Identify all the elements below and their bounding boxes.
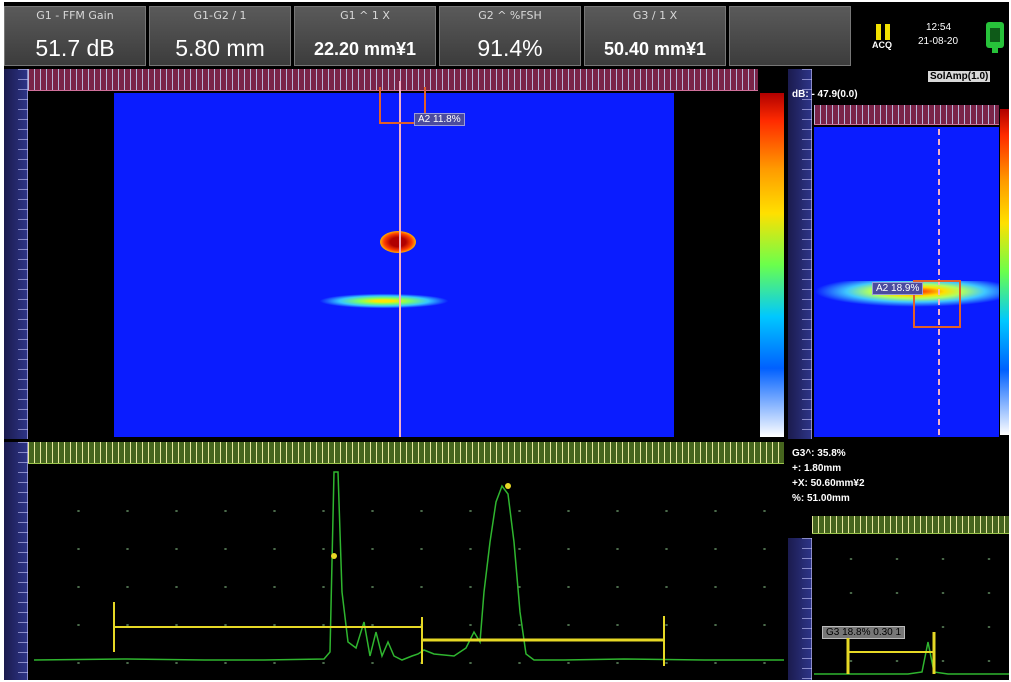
gate-marker-left [379, 87, 381, 123]
horizontal-ruler [28, 69, 758, 91]
horizontal-ruler [812, 516, 1009, 534]
horizontal-ruler [814, 105, 999, 125]
side-view-panel[interactable]: SolAmp(1.0) dB: - 47.9(0.0) A2 18.9% [788, 69, 1009, 439]
reading-label: G1-G2 / 1 [193, 9, 247, 22]
reading-cell-2[interactable]: G1-G2 / 1 5.80 mm [149, 6, 291, 66]
status-area: ACQ 12:54 21-08-20 [856, 6, 1006, 66]
side-cursor[interactable] [938, 129, 940, 435]
reading-value: 5.80 mm [175, 35, 265, 61]
measurement-panel[interactable]: G3^: 35.8% +: 1.80mm +X: 50.60mm¥2 %: 51… [788, 442, 1009, 680]
cursor-tag: A2 18.9% [872, 282, 924, 295]
vertical-scale [4, 69, 28, 439]
gate-tag: G3 18.8% 0.30 1 [822, 626, 906, 639]
index-cursor[interactable] [399, 81, 401, 437]
gate-box [913, 280, 961, 328]
top-view-panel[interactable]: A2 11.8% [4, 69, 784, 439]
reading-value: 91.4% [477, 35, 543, 61]
db-readout: dB: - 47.9(0.0) [792, 89, 858, 100]
mode-label[interactable]: SolAmp(1.0) [928, 71, 991, 82]
horizontal-ruler [28, 442, 784, 464]
measurement-line-4: %: 51.00mm [792, 493, 850, 504]
reading-bar: G1 - FFM Gain 51.7 dB G1-G2 / 1 5.80 mm … [4, 2, 1009, 69]
reading-cell-5[interactable]: G3 / 1 X 50.40 mm¥1 [584, 6, 726, 66]
reading-cell-empty[interactable] [729, 6, 851, 66]
vertical-scale [788, 538, 812, 680]
reading-label: G1 - FFM Gain [36, 9, 114, 22]
measurement-line-2: +: 1.80mm [792, 463, 842, 474]
reading-value: 50.40 mm¥1 [603, 39, 707, 59]
gate-marker-base [379, 122, 415, 124]
reading-value: 51.7 dB [35, 35, 115, 61]
vertical-scale [788, 69, 812, 439]
graticule [54, 492, 784, 672]
a-scan-panel[interactable] [4, 442, 784, 680]
cursor-tag: A2 11.8% [414, 113, 465, 126]
indication-1 [380, 231, 416, 253]
reading-cell-4[interactable]: G2 ^ %FSH 91.4% [439, 6, 581, 66]
acq-label: ACQ [872, 40, 892, 50]
a-scan-waveform [33, 471, 784, 666]
color-palette [760, 93, 784, 437]
measurement-line-1: G3^: 35.8% [792, 448, 846, 459]
reading-label: G2 ^ %FSH [478, 9, 542, 22]
probe-icon [986, 22, 1004, 53]
clock-date: 21-08-20 [918, 36, 959, 47]
reading-cell-1[interactable]: G1 - FFM Gain 51.7 dB [4, 6, 146, 66]
measurement-line-3: +X: 50.60mm¥2 [792, 478, 865, 489]
clock-time: 12:54 [926, 22, 952, 33]
vertical-scale [4, 442, 28, 680]
reading-label: G1 ^ 1 X [340, 9, 390, 22]
pause-icon[interactable] [876, 24, 892, 40]
gate-marker-right [424, 87, 426, 123]
reading-label: G3 / 1 X [632, 9, 678, 22]
indication-2 [314, 293, 454, 309]
color-palette [1000, 109, 1009, 435]
ut-flaw-detector-screen: G1 - FFM Gain 51.7 dB G1-G2 / 1 5.80 mm … [4, 2, 1009, 680]
reading-value: 22.20 mm¥1 [313, 39, 417, 59]
reading-cell-3[interactable]: G1 ^ 1 X 22.20 mm¥1 [294, 6, 436, 66]
graticule [828, 542, 1009, 662]
c-scan-image [114, 93, 674, 437]
mini-a-scan-waveform [814, 632, 1009, 675]
